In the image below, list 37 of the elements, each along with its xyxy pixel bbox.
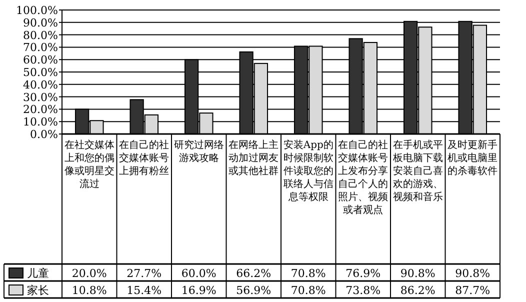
data-label: 76.9% <box>346 267 381 280</box>
data-label: 27.7% <box>126 267 162 280</box>
data-label: 86.2% <box>400 284 436 297</box>
y-tick-label: 70.0% <box>23 41 58 54</box>
data-label: 70.8% <box>290 284 326 297</box>
data-label: 66.2% <box>236 267 272 280</box>
y-tick-label: 60.0% <box>23 54 58 67</box>
data-label: 56.9% <box>236 284 272 297</box>
x-tick-label: 安装App的时候限制软件读取您的联络人与信息等权限 <box>283 139 334 203</box>
data-label: 16.9% <box>181 284 216 297</box>
data-label: 10.8% <box>72 284 107 297</box>
y-tick-label: 80.0% <box>23 28 58 42</box>
y-tick-label: 40.0% <box>23 78 58 92</box>
data-label: 20.0% <box>72 267 107 280</box>
y-tick-label: 90.0% <box>23 16 58 30</box>
x-tick-label: 在网络上主动加过网友或其他社群 <box>228 139 279 177</box>
y-tick-label: 100.0% <box>16 4 58 17</box>
legend-label: 儿童 <box>27 267 49 280</box>
data-label: 15.4% <box>126 284 162 297</box>
y-tick-label: 10.0% <box>23 116 58 129</box>
x-tick-label: 在手机或平板电脑下载安装自己喜欢的游戏、视频和音乐 <box>392 139 443 203</box>
x-tick-label: 及时更新手机或电脑里的杀毒软件 <box>448 139 498 177</box>
data-label: 87.7% <box>455 284 490 297</box>
y-tick-label: 0.0% <box>30 128 58 141</box>
x-tick-label: 研究过网络游戏攻略 <box>174 139 224 164</box>
x-tick-label: 在自己的社交媒体账号上拥有粉丝 <box>119 139 170 177</box>
data-label: 73.8% <box>346 284 381 297</box>
y-tick-label: 20.0% <box>23 103 58 116</box>
data-label: 70.8% <box>290 267 326 280</box>
y-tick-label: 30.0% <box>23 90 58 104</box>
x-tick-label: 在自己的社交媒体账号上发布分享自己个人的照片、视频或者观点 <box>338 139 388 216</box>
x-tick-label: 在社交媒体上和您的偶像或明星交流过 <box>64 139 114 190</box>
data-label: 90.8% <box>400 267 436 280</box>
y-tick-label: 50.0% <box>23 66 58 79</box>
data-label: 90.8% <box>455 267 490 280</box>
legend-label: 家长 <box>27 284 49 297</box>
data-label: 60.0% <box>181 267 216 280</box>
